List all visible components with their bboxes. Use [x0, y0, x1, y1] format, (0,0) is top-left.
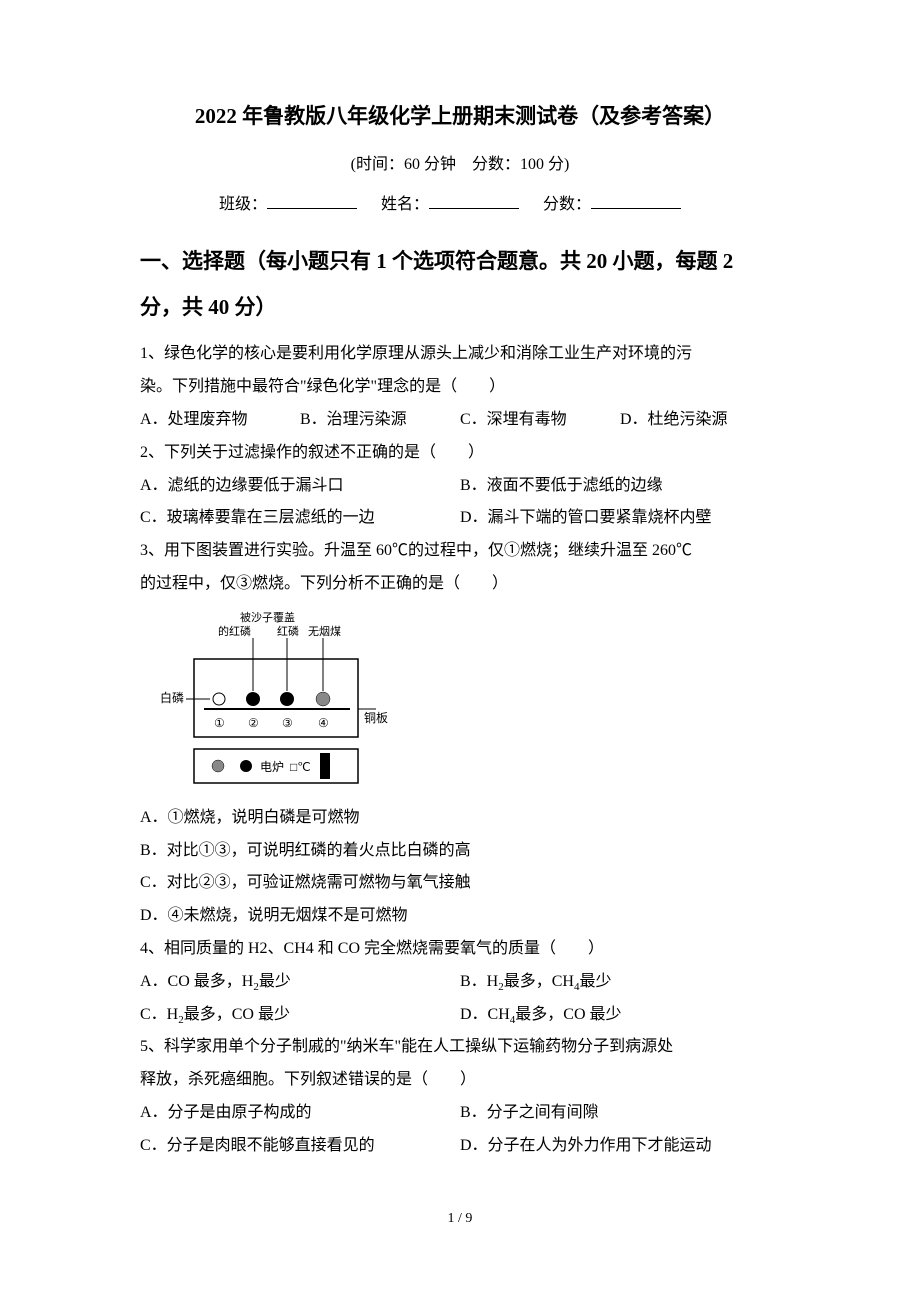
q2-stem: 2、下列关于过滤操作的叙述不正确的是（ ） — [140, 437, 780, 470]
heater-bar — [320, 753, 330, 779]
diagram-num-4: ④ — [318, 716, 329, 730]
student-info-row: 班级： 姓名： 分数： — [140, 190, 780, 214]
sample-2 — [246, 692, 260, 706]
q1-stem-line1: 1、绿色化学的核心是要利用化学原理从源头上减少和消除工业生产对环境的污 — [140, 338, 780, 371]
diagram-heater-label: 电炉 — [260, 760, 284, 774]
sample-4 — [316, 692, 330, 706]
legend-gray — [212, 760, 224, 772]
q2-options-row2: C．玻璃棒要靠在三层滤纸的一边 D．漏斗下端的管口要紧靠烧杯内壁 — [140, 502, 780, 535]
diagram-label-right: 铜板 — [364, 710, 388, 725]
q5-optB: B．分子之间有间隙 — [460, 1097, 599, 1130]
q3-optB: B．对比①③，可说明红磷的着火点比白磷的高 — [140, 835, 780, 868]
q1-stem-line2: 染。下列措施中最符合"绿色化学"理念的是（ ） — [140, 371, 780, 404]
name-label: 姓名： — [381, 196, 429, 213]
q3-optA: A．①燃烧，说明白磷是可燃物 — [140, 802, 780, 835]
experiment-diagram: 被沙子覆盖 的红磷 红磷 无烟煤 白磷 铜板 ① ② ③ ④ 电炉 □℃ — [160, 609, 780, 794]
score-label: 分数： — [543, 196, 591, 213]
q2-options-row1: A．滤纸的边缘要低于漏斗口 B．液面不要低于滤纸的边缘 — [140, 470, 780, 503]
section-heading: 一、选择题（每小题只有 1 个选项符合题意。共 20 小题，每题 2 分，共 4… — [140, 238, 780, 330]
q4-optD: D．CH4最多，CO 最少 — [460, 999, 622, 1032]
diagram-num-2: ② — [248, 716, 259, 730]
class-blank — [267, 193, 357, 209]
document-title: 2022 年鲁教版八年级化学上册期末测试卷（及参考答案） — [140, 100, 780, 130]
q5-stem-line2: 释放，杀死癌细胞。下列叙述错误的是（ ） — [140, 1064, 780, 1097]
q1-optD: D．杜绝污染源 — [620, 404, 780, 437]
q4-stem: 4、相同质量的 H2、CH4 和 CO 完全燃烧需要氧气的质量（ ） — [140, 933, 780, 966]
q4-optB: B．H2最多，CH4最少 — [460, 966, 611, 999]
q4-optA: A．CO 最多，H2最少 — [140, 966, 460, 999]
q5-stem-line1: 5、科学家用单个分子制戚的"纳米车"能在人工操纵下运输药物分子到病源处 — [140, 1031, 780, 1064]
q1-optB: B．治理污染源 — [300, 404, 460, 437]
diagram-label-top4: 无烟煤 — [308, 624, 341, 638]
q5-optC: C．分子是肉眼不能够直接看见的 — [140, 1130, 460, 1163]
q4-options-row2: C．H2最多，CO 最少 D．CH4最多，CO 最少 — [140, 999, 780, 1032]
q3-optC: C．对比②③，可验证燃烧需可燃物与氧气接触 — [140, 867, 780, 900]
legend-black — [240, 760, 252, 772]
name-blank — [429, 193, 519, 209]
page-number: 1 / 9 — [140, 1211, 780, 1227]
diagram-label-top3: 红磷 — [277, 625, 299, 638]
q2-optA: A．滤纸的边缘要低于漏斗口 — [140, 470, 460, 503]
sample-1 — [213, 693, 225, 705]
q3-optD: D．④未燃烧，说明无烟煤不是可燃物 — [140, 900, 780, 933]
diagram-label-top2: 的红磷 — [218, 624, 251, 638]
q2-optB: B．液面不要低于滤纸的边缘 — [460, 470, 663, 503]
q5-optA: A．分子是由原子构成的 — [140, 1097, 460, 1130]
diagram-label-top1: 被沙子覆盖 — [240, 610, 295, 624]
diagram-num-3: ③ — [282, 716, 293, 730]
class-label: 班级： — [219, 196, 267, 213]
diagram-num-1: ① — [214, 716, 225, 730]
q2-optD: D．漏斗下端的管口要紧靠烧杯内壁 — [460, 502, 712, 535]
q2-optC: C．玻璃棒要靠在三层滤纸的一边 — [140, 502, 460, 535]
q1-options: A．处理废弃物 B．治理污染源 C．深埋有毒物 D．杜绝污染源 — [140, 404, 780, 437]
q3-stem-line1: 3、用下图装置进行实验。升温至 60℃的过程中，仅①燃烧；继续升温至 260℃ — [140, 535, 780, 568]
diagram-temp-label: □℃ — [290, 760, 311, 774]
diagram-label-left: 白磷 — [160, 690, 184, 705]
q5-options-row2: C．分子是肉眼不能够直接看见的 D．分子在人为外力作用下才能运动 — [140, 1130, 780, 1163]
q1-optC: C．深埋有毒物 — [460, 404, 620, 437]
q5-options-row1: A．分子是由原子构成的 B．分子之间有间隙 — [140, 1097, 780, 1130]
q4-optC: C．H2最多，CO 最少 — [140, 999, 460, 1032]
q4-options-row1: A．CO 最多，H2最少 B．H2最多，CH4最少 — [140, 966, 780, 999]
q1-optA: A．处理废弃物 — [140, 404, 300, 437]
score-blank — [591, 193, 681, 209]
sample-3 — [280, 692, 294, 706]
q3-stem-line2: 的过程中，仅③燃烧。下列分析不正确的是（ ） — [140, 568, 780, 601]
q5-optD: D．分子在人为外力作用下才能运动 — [460, 1130, 712, 1163]
time-score-line: (时间：60 分钟 分数：100 分) — [140, 150, 780, 174]
